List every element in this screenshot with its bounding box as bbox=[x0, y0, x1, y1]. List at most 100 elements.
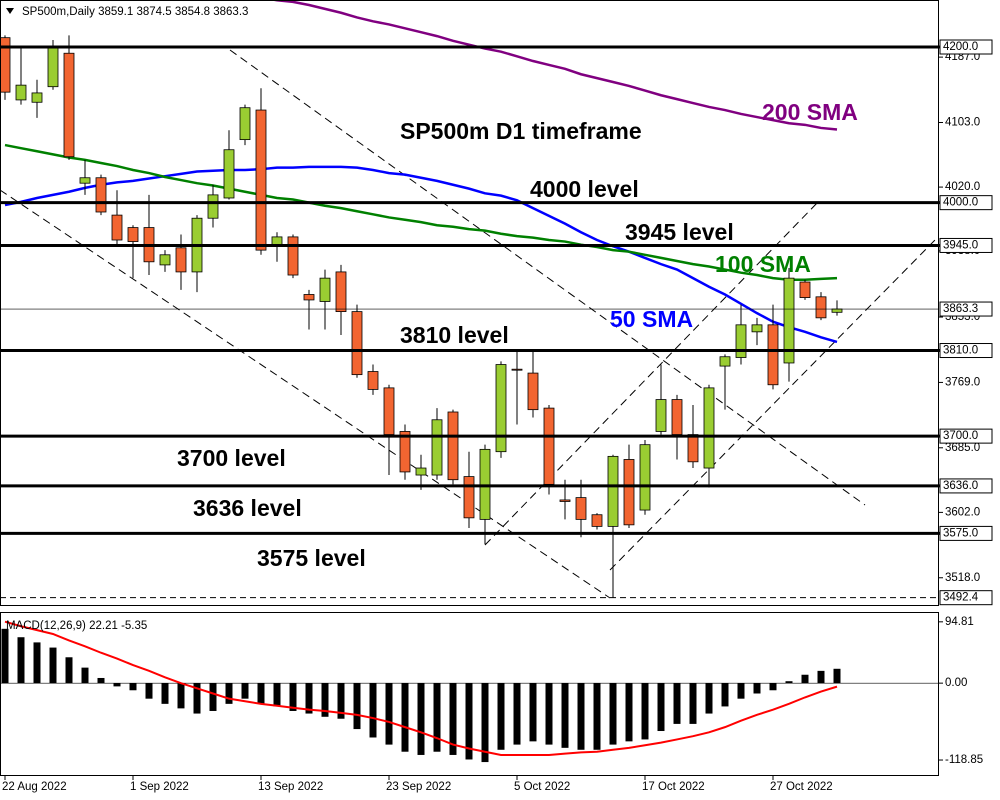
y-tick-label: 94.81 bbox=[945, 616, 974, 628]
macd-bar bbox=[401, 683, 409, 752]
x-tick-label: 13 Sep 2022 bbox=[258, 781, 323, 793]
macd-bar bbox=[289, 683, 297, 711]
header-high: 3874.5 bbox=[136, 6, 171, 18]
macd-bar bbox=[353, 683, 361, 730]
candle-body bbox=[559, 499, 571, 502]
macd-bar bbox=[145, 683, 153, 699]
x-tick-label: 1 Sep 2022 bbox=[130, 781, 189, 793]
sma-label: 200 SMA bbox=[762, 99, 858, 125]
candle-body bbox=[15, 84, 27, 101]
header-symbol: SP500m,Daily bbox=[22, 6, 95, 18]
candle-body bbox=[639, 444, 651, 511]
header: SP500m,Daily 3859.1 3874.5 3854.8 3863.3 bbox=[22, 6, 248, 18]
annotation: 3636 level bbox=[193, 495, 302, 521]
macd-bar bbox=[705, 683, 713, 714]
candle-body bbox=[383, 387, 395, 435]
price-label-box bbox=[939, 428, 993, 444]
macd-bar bbox=[449, 683, 457, 755]
candle-body bbox=[399, 431, 411, 473]
candle-body bbox=[655, 399, 667, 432]
macd-title: MACD(12,26,9) bbox=[6, 620, 86, 632]
candle-body bbox=[431, 419, 443, 476]
macd-bar bbox=[257, 683, 265, 704]
price-label: 3575.0 bbox=[943, 527, 978, 539]
macd-header: MACD(12,26,9) 22.21 -5.35 bbox=[6, 620, 147, 632]
candle-body bbox=[543, 407, 555, 485]
header-open: 3859.1 bbox=[98, 6, 133, 18]
y-tick-label: 3769.0 bbox=[945, 376, 980, 388]
annotation: 4000 level bbox=[530, 176, 639, 202]
macd-bar bbox=[481, 683, 489, 763]
y-tick-label: -118.85 bbox=[945, 754, 983, 766]
candle-body bbox=[751, 324, 763, 333]
macd-bar bbox=[49, 647, 57, 684]
macd-bar bbox=[385, 683, 393, 745]
header-arrow bbox=[6, 8, 14, 14]
candle-body bbox=[703, 387, 715, 469]
price-label: 3810.0 bbox=[943, 345, 978, 357]
sma-label: 50 SMA bbox=[610, 306, 693, 332]
price-label-box bbox=[939, 525, 993, 541]
macd-bar bbox=[561, 683, 569, 748]
macd-bar bbox=[17, 637, 25, 684]
candle-body bbox=[175, 247, 187, 273]
macd-bar bbox=[113, 683, 121, 687]
y-tick-label: 4103.0 bbox=[945, 117, 980, 129]
signal-value: -5.35 bbox=[121, 620, 147, 632]
x-tick-label: 23 Sep 2022 bbox=[386, 781, 451, 793]
header-close: 3863.3 bbox=[213, 6, 248, 18]
macd-bar bbox=[177, 683, 185, 709]
candle-body bbox=[591, 514, 603, 527]
candle-body bbox=[479, 448, 491, 520]
macd-bar bbox=[305, 683, 313, 714]
annotation: SP500m D1 timeframe bbox=[400, 118, 642, 144]
trend-lines bbox=[1, 49, 936, 599]
candle-body bbox=[527, 372, 539, 411]
macd-bar bbox=[193, 683, 201, 714]
candle-body bbox=[335, 271, 347, 313]
y-tick-label: 4020.0 bbox=[945, 181, 980, 193]
macd-bar bbox=[225, 683, 233, 704]
macd-bar bbox=[209, 683, 217, 711]
macd-bar bbox=[321, 683, 329, 717]
macd-bar bbox=[673, 683, 681, 724]
price-label-box bbox=[939, 590, 993, 606]
candle-body bbox=[607, 455, 619, 527]
macd-bar bbox=[417, 683, 425, 755]
candle-body bbox=[271, 236, 283, 246]
price-label: 3945.0 bbox=[943, 239, 978, 251]
sma-label: 100 SMA bbox=[715, 251, 811, 277]
macd-bar bbox=[337, 683, 345, 719]
candle-body bbox=[239, 107, 251, 141]
candle-body bbox=[111, 214, 123, 241]
sma-line bbox=[4, 143, 838, 281]
annotation: 3810 level bbox=[400, 322, 509, 348]
candle-body bbox=[463, 476, 475, 519]
candle-body bbox=[831, 308, 843, 313]
macd-bar bbox=[465, 683, 473, 760]
trend-line bbox=[484, 199, 821, 546]
annotation: 3575 level bbox=[257, 545, 366, 571]
candle-body bbox=[671, 399, 683, 435]
header-low: 3854.8 bbox=[175, 6, 210, 18]
sma-line bbox=[4, 165, 838, 344]
annotation: 3700 level bbox=[177, 445, 286, 471]
candle-body bbox=[575, 497, 587, 520]
price-label-box bbox=[939, 195, 993, 211]
y-tick-label: 0.00 bbox=[945, 677, 967, 689]
price-label-box bbox=[939, 301, 993, 317]
candle-body bbox=[95, 177, 107, 213]
price-label: 3863.3 bbox=[943, 303, 978, 315]
macd-bar bbox=[273, 683, 281, 707]
candle-body bbox=[127, 227, 139, 242]
candle-body bbox=[1, 37, 11, 93]
macd-bar bbox=[769, 683, 777, 691]
candle-body bbox=[159, 254, 171, 266]
price-label: 3700.0 bbox=[943, 430, 978, 442]
macd-area bbox=[1, 620, 938, 763]
macd-bar bbox=[97, 677, 105, 684]
macd-bar bbox=[737, 683, 745, 699]
candle-body bbox=[319, 277, 331, 302]
macd-bar bbox=[241, 683, 249, 699]
macd-bar bbox=[433, 683, 441, 752]
